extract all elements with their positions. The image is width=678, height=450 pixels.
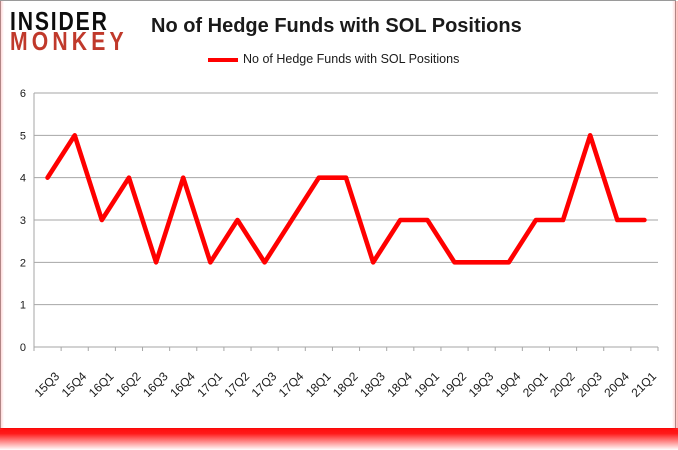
svg-text:20Q3: 20Q3 <box>574 369 605 400</box>
svg-text:20Q1: 20Q1 <box>520 369 551 400</box>
svg-text:17Q1: 17Q1 <box>194 369 225 400</box>
svg-text:4: 4 <box>20 173 26 185</box>
svg-text:19Q3: 19Q3 <box>466 369 497 400</box>
svg-text:2: 2 <box>20 257 26 269</box>
svg-text:17Q3: 17Q3 <box>249 369 280 400</box>
svg-text:18Q3: 18Q3 <box>357 369 388 400</box>
svg-text:16Q2: 16Q2 <box>113 369 144 400</box>
svg-text:1: 1 <box>20 300 26 312</box>
svg-text:20Q2: 20Q2 <box>547 369 578 400</box>
svg-text:19Q4: 19Q4 <box>493 369 524 400</box>
svg-text:19Q2: 19Q2 <box>439 369 470 400</box>
svg-text:3: 3 <box>20 215 26 227</box>
svg-text:16Q1: 16Q1 <box>86 369 117 400</box>
svg-text:15Q4: 15Q4 <box>59 369 90 400</box>
svg-text:17Q2: 17Q2 <box>222 369 253 400</box>
svg-text:17Q4: 17Q4 <box>276 369 307 400</box>
svg-text:18Q4: 18Q4 <box>384 369 415 400</box>
svg-text:6: 6 <box>20 88 26 100</box>
svg-text:0: 0 <box>20 342 26 354</box>
svg-text:18Q1: 18Q1 <box>303 369 334 400</box>
svg-text:21Q1: 21Q1 <box>628 369 659 400</box>
svg-text:16Q3: 16Q3 <box>140 369 171 400</box>
svg-text:18Q2: 18Q2 <box>330 369 361 400</box>
svg-text:20Q4: 20Q4 <box>601 369 632 400</box>
svg-text:5: 5 <box>20 130 26 142</box>
svg-text:15Q3: 15Q3 <box>32 369 63 400</box>
svg-text:19Q1: 19Q1 <box>411 369 442 400</box>
svg-text:16Q4: 16Q4 <box>167 369 198 400</box>
